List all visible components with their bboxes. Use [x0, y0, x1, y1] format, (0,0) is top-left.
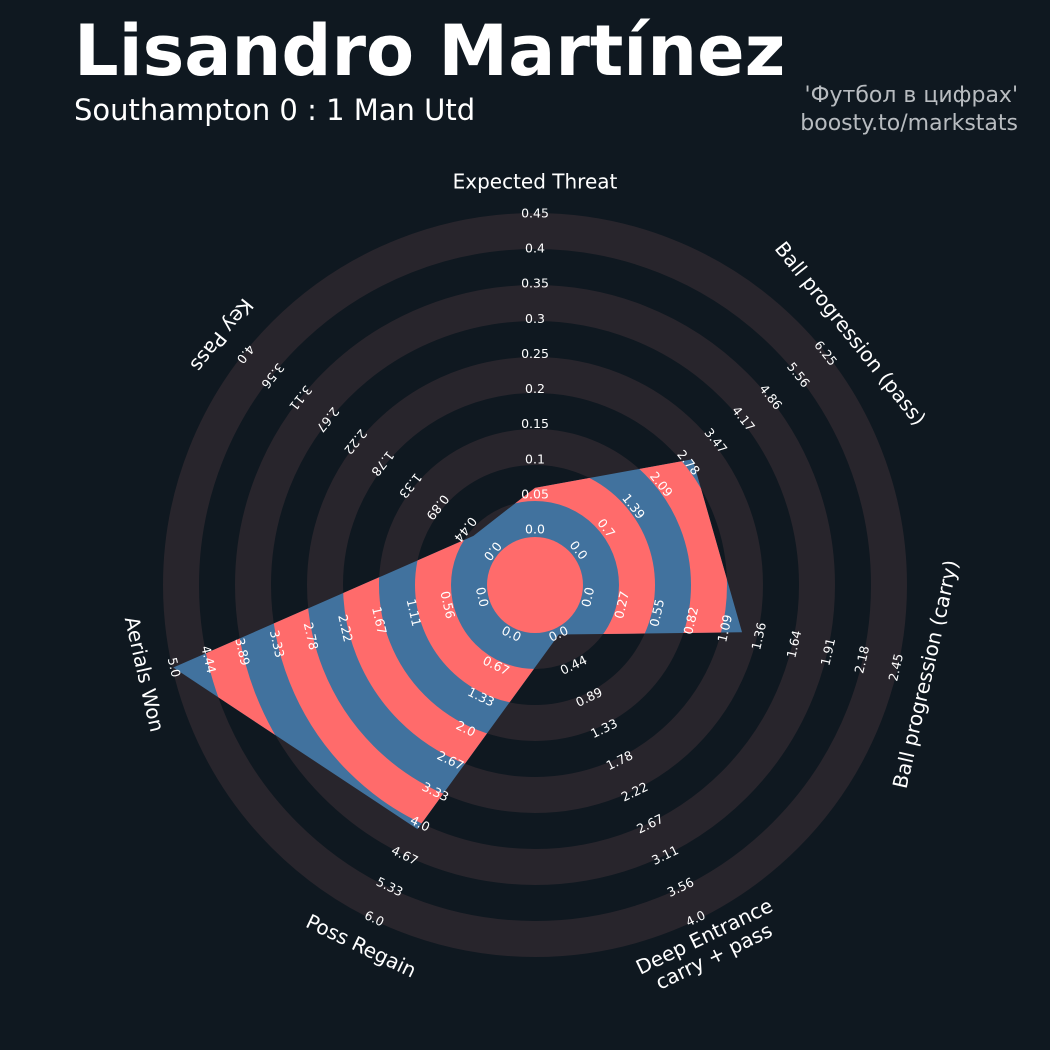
- tick-label: 0.05: [521, 486, 549, 501]
- tick-label: 3.89: [232, 636, 253, 667]
- tick-label: 0.27: [611, 590, 632, 620]
- tick-label: 1.64: [783, 629, 804, 660]
- tick-label: 4.44: [198, 644, 219, 675]
- tick-label: 2.18: [851, 644, 872, 675]
- ring-band: [235, 285, 835, 885]
- tick-label: 0.82: [680, 605, 701, 635]
- tick-label: 2.22: [335, 613, 356, 643]
- tick-label: 1.67: [369, 605, 390, 635]
- tick-label: 0.45: [521, 206, 549, 221]
- tick-label: 1.36: [748, 621, 769, 652]
- tick-label: 0.1: [525, 451, 545, 466]
- tick-label: 0.55: [646, 598, 667, 628]
- tick-label: 0.0: [578, 586, 597, 609]
- ring-band: [163, 213, 907, 957]
- tick-label: 1.91: [817, 637, 838, 667]
- tick-label: 0.56: [437, 590, 458, 621]
- credit: 'Футбол в цифрах': [805, 83, 1018, 108]
- tick-label: 0.2: [525, 381, 545, 396]
- ring-band: [307, 357, 763, 813]
- chart-subtitle: Southampton 0 : 1 Man Utd: [74, 93, 475, 127]
- tick-label: 5.0: [165, 656, 184, 679]
- tick-label: 0.3: [525, 311, 545, 326]
- tick-label: 0.4: [525, 241, 545, 256]
- tick-label: 0.25: [521, 346, 549, 361]
- tick-label: 0.0: [525, 522, 545, 537]
- tick-label: 2.45: [885, 652, 906, 682]
- param-label: Expected Threat: [453, 170, 618, 194]
- chart-title: Lisandro Martínez: [74, 10, 785, 92]
- tick-label: 0.0: [473, 586, 492, 609]
- tick-label: 1.09: [714, 613, 735, 644]
- tick-label: 0.35: [521, 276, 549, 291]
- tick-label: 3.33: [267, 629, 288, 659]
- credit: boosty.to/markstats: [800, 111, 1018, 136]
- tick-label: 1.11: [404, 597, 425, 627]
- tick-label: 2.78: [301, 621, 322, 652]
- tick-label: 0.15: [521, 416, 549, 431]
- center-circle: [487, 537, 583, 633]
